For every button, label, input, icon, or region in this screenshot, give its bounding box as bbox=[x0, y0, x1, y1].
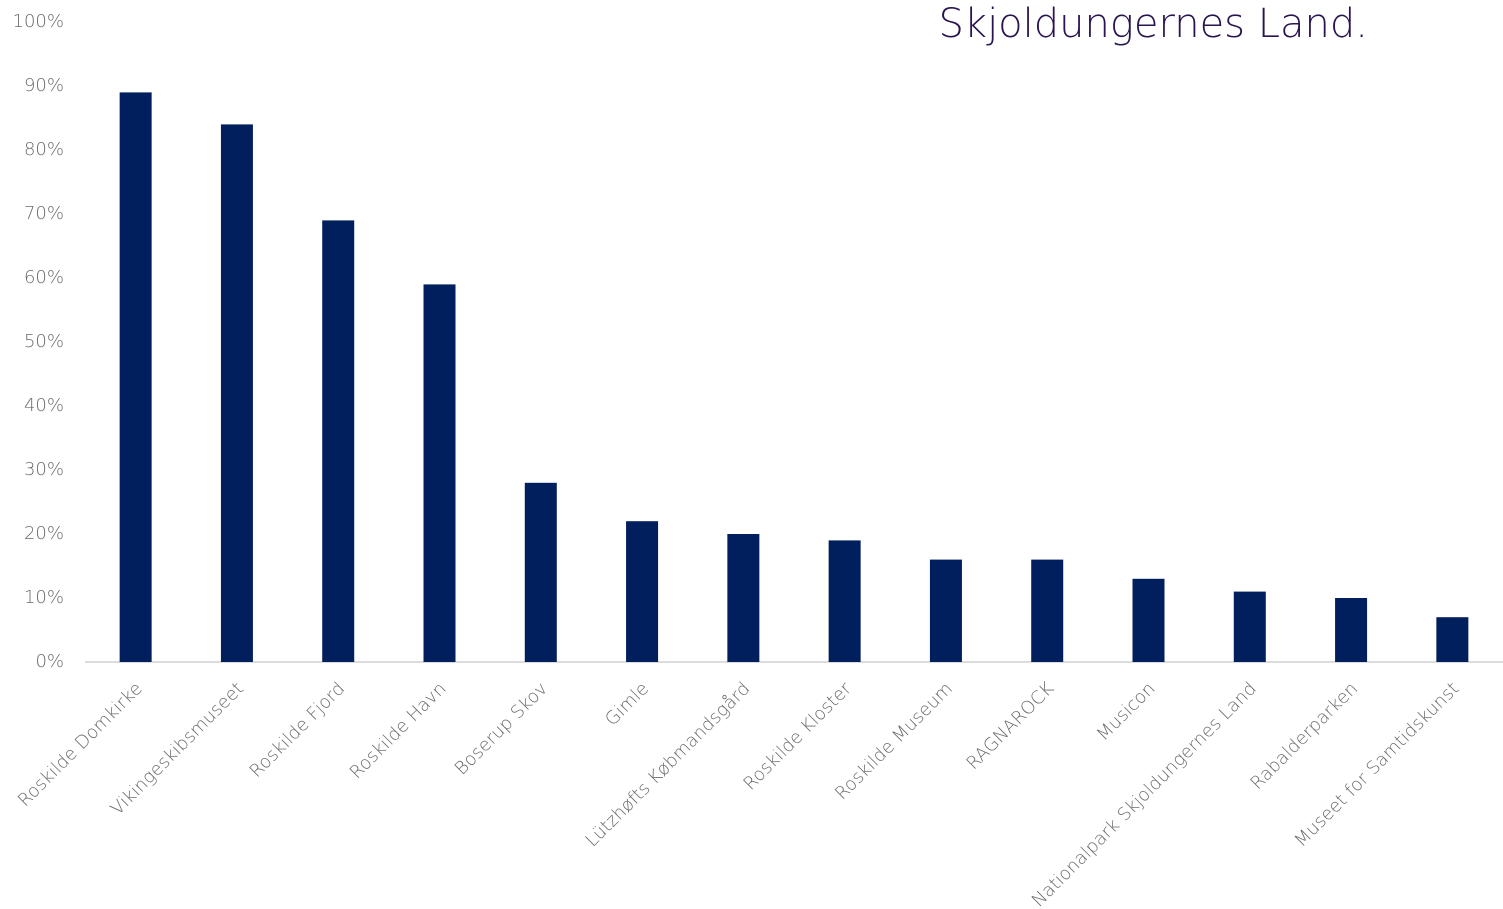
bar bbox=[1436, 617, 1469, 662]
bar bbox=[1132, 578, 1165, 662]
y-tick-label: 50% bbox=[24, 331, 64, 352]
bar bbox=[727, 534, 760, 662]
x-tick-label: Musicon bbox=[1093, 678, 1160, 745]
bar bbox=[524, 482, 557, 662]
y-tick-label: 40% bbox=[24, 395, 64, 416]
y-tick-label: 30% bbox=[24, 459, 64, 480]
y-tick-label: 90% bbox=[24, 75, 64, 96]
chart-title: Skjoldungernes Land. bbox=[939, 1, 1368, 47]
bar bbox=[828, 540, 861, 662]
x-tick-label: Gimle bbox=[601, 678, 653, 730]
y-tick-label: 80% bbox=[24, 139, 64, 160]
bar bbox=[119, 92, 152, 662]
x-tick-label: Lützhøfts Købmandsgård bbox=[581, 678, 754, 851]
x-tick-label: Roskilde Havn bbox=[346, 678, 451, 783]
x-tick-label: Boserup Skov bbox=[451, 678, 552, 779]
bar bbox=[929, 559, 962, 662]
y-tick-label: 100% bbox=[13, 11, 64, 32]
bar bbox=[423, 284, 456, 662]
x-tick-label: Roskilde Kloster bbox=[739, 678, 856, 795]
bar bbox=[626, 521, 659, 662]
bar bbox=[220, 124, 253, 662]
bar bbox=[1233, 591, 1266, 662]
y-tick-label: 10% bbox=[24, 587, 64, 608]
bar bbox=[1335, 598, 1368, 662]
y-tick-label: 0% bbox=[35, 651, 64, 672]
x-tick-label: Nationalpark Skjoldungernes Land bbox=[1028, 678, 1261, 909]
x-tick-label: Rabalderparken bbox=[1246, 678, 1362, 794]
y-tick-label: 60% bbox=[24, 267, 64, 288]
bar bbox=[1031, 559, 1064, 662]
y-tick-label: 70% bbox=[24, 203, 64, 224]
bar bbox=[322, 220, 355, 662]
y-tick-label: 20% bbox=[24, 523, 64, 544]
x-tick-label: RAGNAROCK bbox=[962, 678, 1058, 774]
x-tick-label: Roskilde Fjord bbox=[246, 678, 350, 782]
x-tick-label: Museet for Samtidskunst bbox=[1290, 678, 1463, 851]
